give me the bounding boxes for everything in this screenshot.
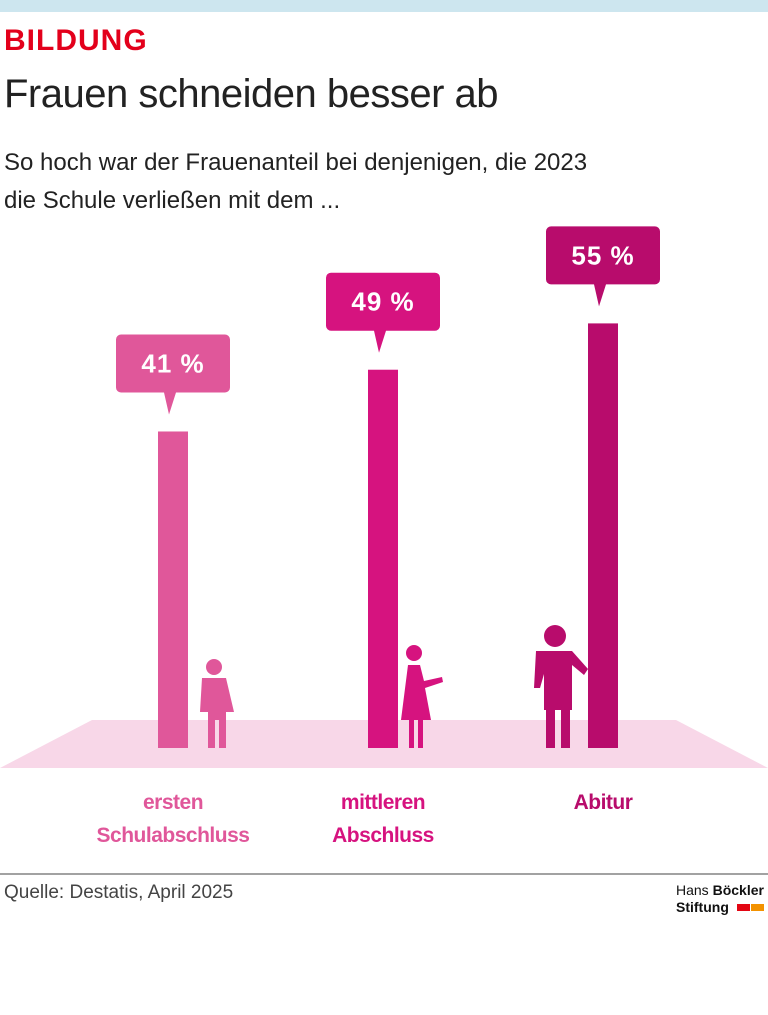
top-band <box>0 0 768 12</box>
figure-woman <box>534 625 588 748</box>
logo-text: Hans <box>676 882 709 898</box>
logo-mark <box>751 904 764 911</box>
category-label: mittleren Abschluss <box>332 791 434 847</box>
category-label: ersten Schulabschluss <box>96 791 250 847</box>
subtitle-line: die Schule verließen mit dem ... <box>4 187 341 214</box>
logo-mark <box>737 904 750 911</box>
callout <box>546 226 660 307</box>
logo-text: Böckler <box>712 882 764 898</box>
kicker: BILDUNG <box>4 24 148 57</box>
figure-girl-1 <box>200 659 234 748</box>
logo: Hans Böckler Stiftung <box>676 882 764 916</box>
source: Quelle: Destatis, April 2025 <box>4 882 234 903</box>
bar <box>588 323 618 748</box>
callout <box>116 334 230 415</box>
bar <box>368 369 398 748</box>
value-label: 49 % <box>351 287 414 317</box>
subtitle: So hoch war der Frauenanteil bei denjeni… <box>4 144 587 220</box>
subtitle-line: So hoch war der Frauenanteil bei denjeni… <box>4 149 588 176</box>
callout <box>326 272 440 353</box>
logo-text: Stiftung <box>676 899 729 915</box>
value-label: 41 % <box>141 348 204 378</box>
bar <box>158 431 188 748</box>
figure-girl-2 <box>401 645 443 748</box>
category-label: Abitur <box>573 791 633 814</box>
value-label: 55 % <box>571 240 634 270</box>
chart-title: Frauen schneiden besser ab <box>4 72 499 116</box>
